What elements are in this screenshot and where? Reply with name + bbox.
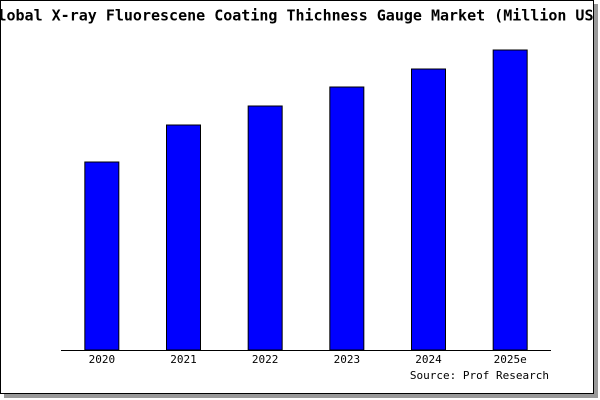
x-tick-label: 2025e — [494, 353, 527, 366]
bar — [247, 105, 283, 351]
chart-title: Global X-ray Fluorescene Coating Thichne… — [0, 7, 600, 25]
bar — [492, 49, 528, 351]
bar — [411, 68, 446, 351]
x-tick-label: 2020 — [89, 353, 116, 366]
x-tick-label: 2021 — [170, 353, 197, 366]
bar — [84, 161, 120, 351]
x-tick-label: 2024 — [415, 353, 442, 366]
x-tick-label: 2022 — [252, 353, 279, 366]
source-note: Source: Prof Research — [410, 369, 549, 382]
bar — [329, 86, 365, 351]
bar — [166, 124, 201, 351]
x-tick-label: 2023 — [334, 353, 361, 366]
